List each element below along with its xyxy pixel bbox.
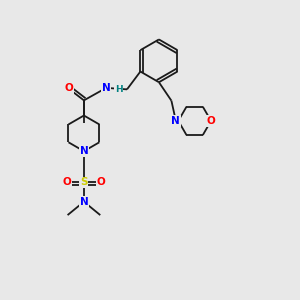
Text: N: N <box>172 116 180 126</box>
Text: N: N <box>102 83 111 93</box>
Text: S: S <box>80 177 88 188</box>
Text: O: O <box>62 177 71 188</box>
Text: O: O <box>64 83 73 94</box>
Text: N: N <box>172 116 180 126</box>
Text: H: H <box>115 85 122 94</box>
Text: N: N <box>80 146 88 156</box>
Text: O: O <box>207 116 215 126</box>
Text: N: N <box>80 197 88 207</box>
Text: O: O <box>97 177 106 188</box>
